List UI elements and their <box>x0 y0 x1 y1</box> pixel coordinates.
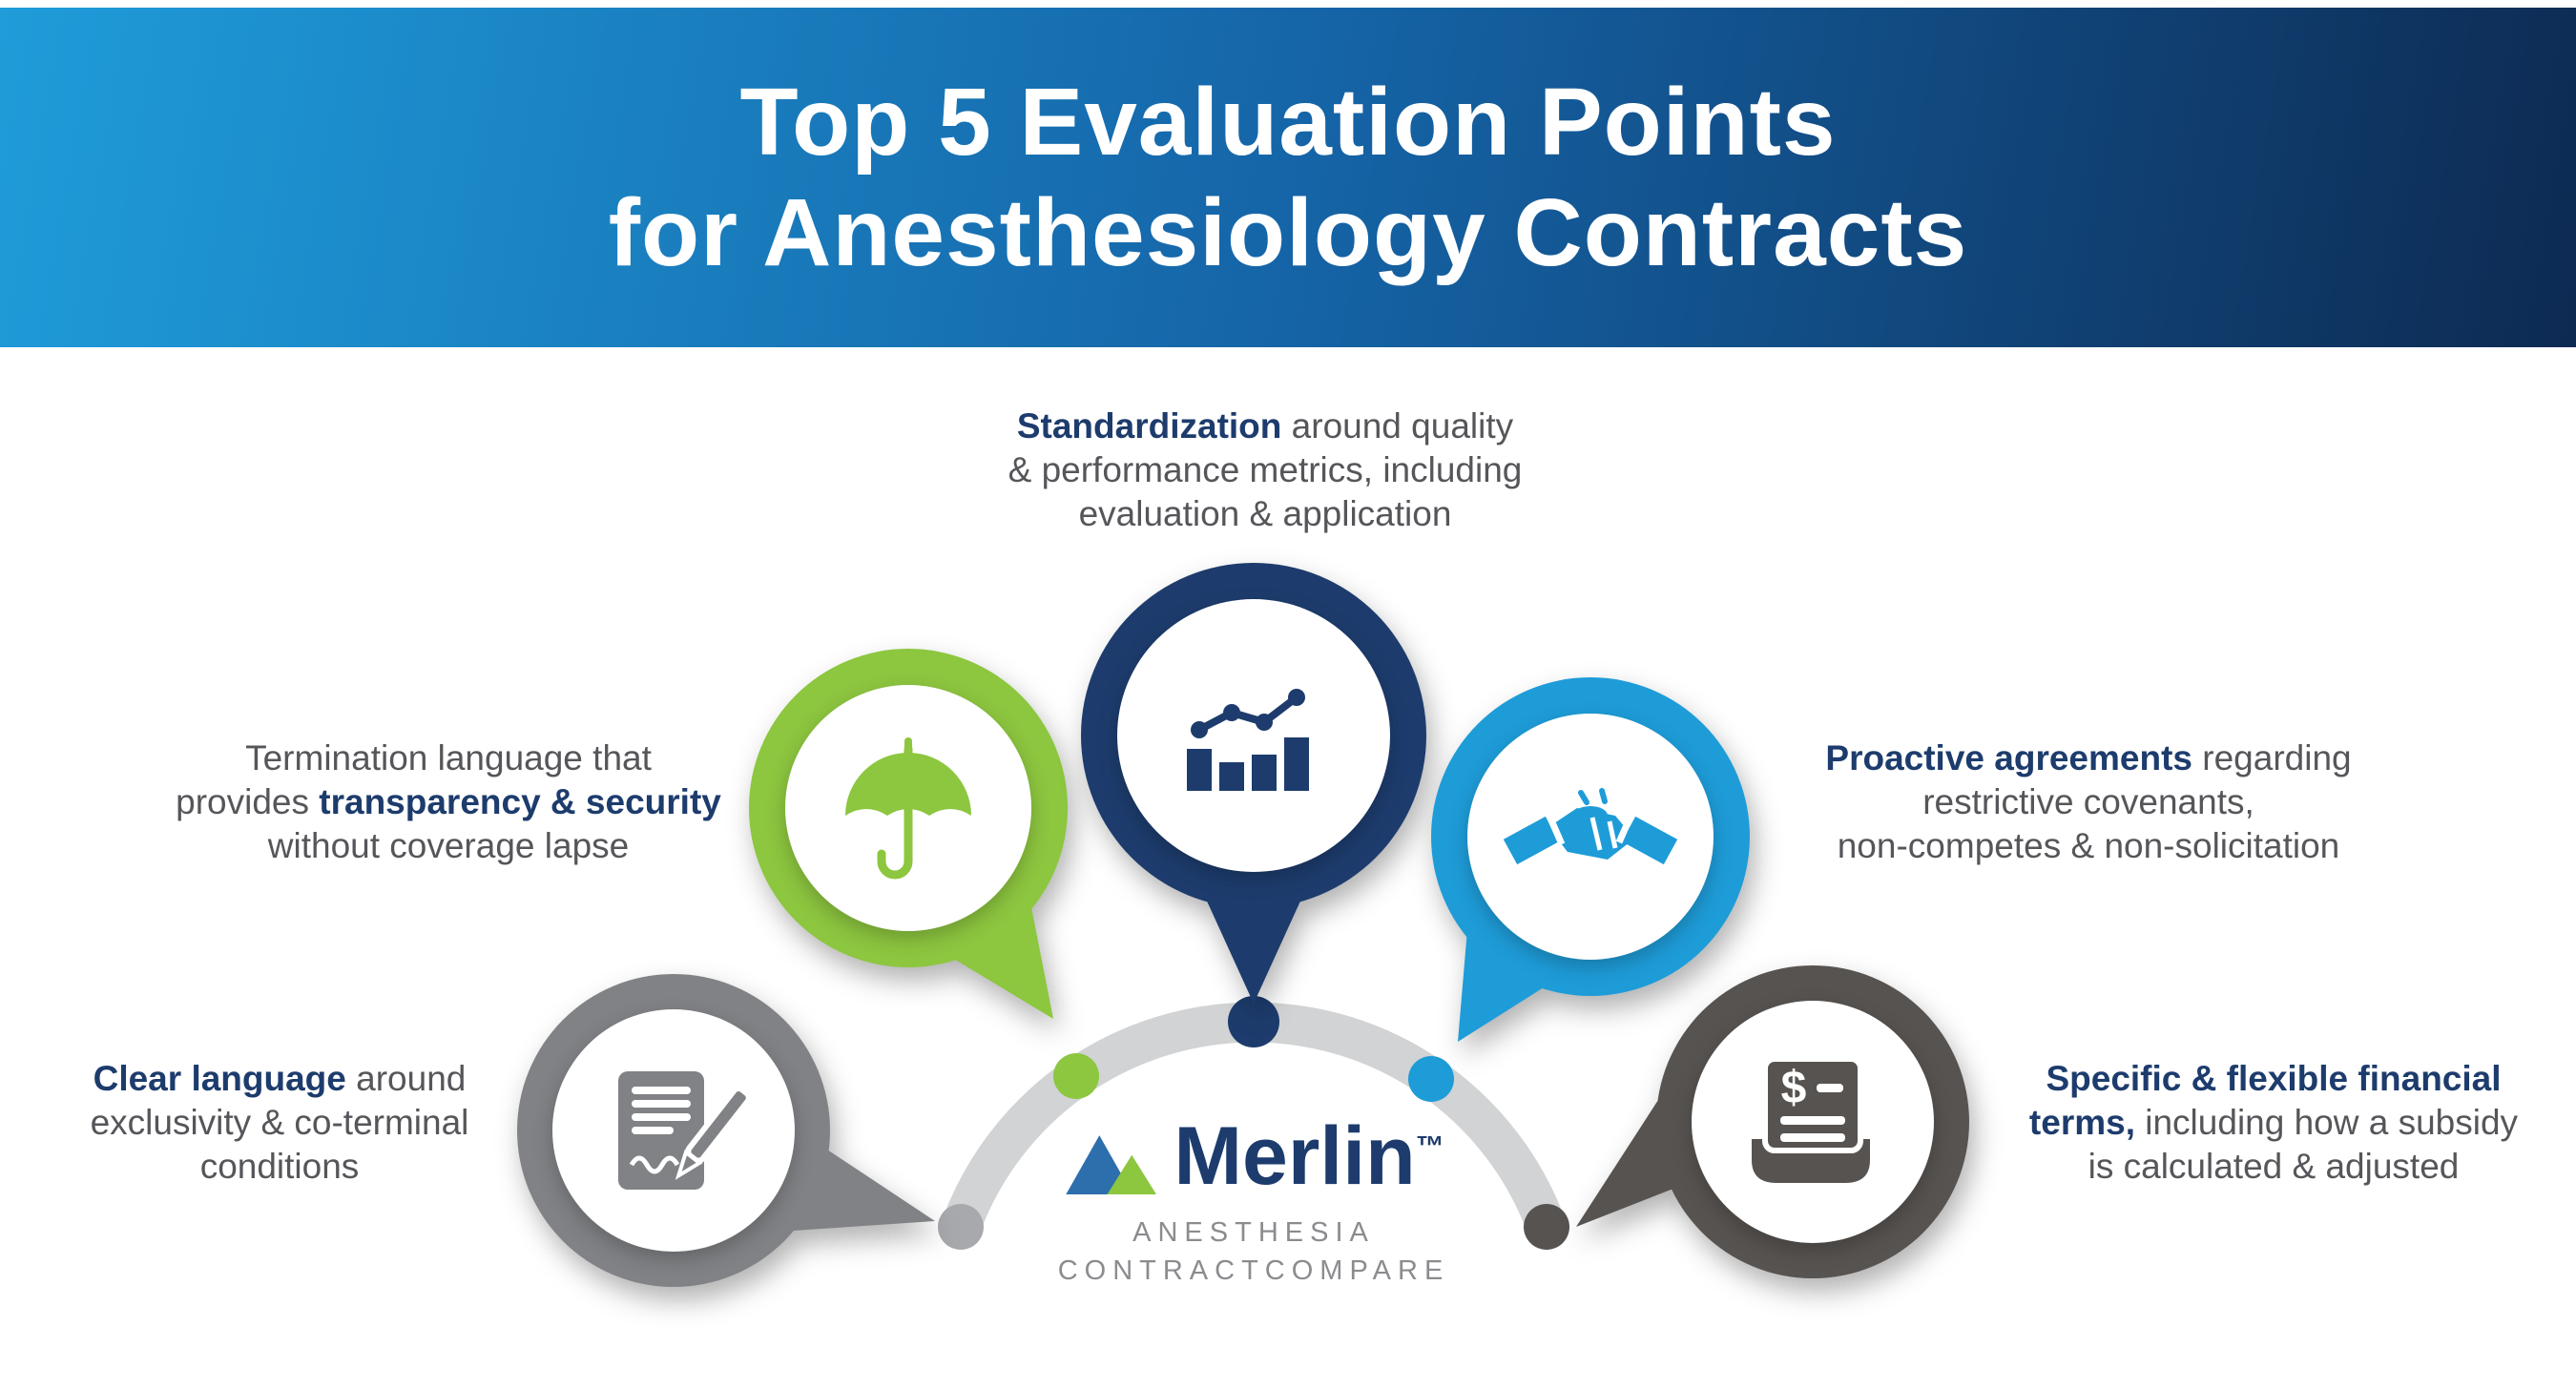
umbrella-icon <box>845 737 971 880</box>
bubble-tail <box>1458 929 1551 1042</box>
bubble-financial: $ <box>1576 965 1969 1278</box>
caption-standardization: Standardization around quality & perform… <box>903 404 1628 536</box>
header: Top 5 Evaluation Points for Anesthesiolo… <box>0 8 2576 347</box>
bubble-tail <box>1576 1065 1683 1227</box>
caption-bold: Standardization <box>1016 406 1282 446</box>
arc-dot-navy <box>1228 996 1279 1047</box>
caption-text: without coverage lapse <box>267 826 630 865</box>
caption-bold: Specific & flexible financial terms, <box>2028 1059 2502 1142</box>
arc-dot-green <box>1053 1053 1099 1099</box>
brand-text: Merlin <box>1174 1110 1416 1202</box>
caption-proactive: Proactive agreements regarding restricti… <box>1783 736 2394 868</box>
bubble-standardization <box>1081 563 1426 1004</box>
invoice-dollar-icon: $ <box>1752 1056 1870 1183</box>
caption-bold: transparency & security <box>319 782 721 821</box>
dollar-glyph: $ <box>1781 1063 1807 1113</box>
bubble-tail <box>952 902 1053 1019</box>
handshake-icon <box>1503 788 1678 865</box>
arc-dot-dark <box>1524 1204 1569 1250</box>
page-title-line1: Top 5 Evaluation Points <box>739 69 1837 176</box>
page-title-line2: for Anesthesiology Contracts <box>608 179 1968 286</box>
caption-financial: Specific & flexible financial terms, inc… <box>1968 1057 2576 1189</box>
brand-name: Merlin™ <box>1174 1115 1444 1197</box>
contract-document-icon <box>618 1071 752 1190</box>
caption-text: around exclusivity & co-terminal conditi… <box>90 1059 469 1186</box>
merlin-logo: Merlin™ ANESTHESIA CONTRACTCOMPARE <box>1058 1115 1450 1290</box>
logo-subtitle-line2: CONTRACTCOMPARE <box>1057 1254 1450 1286</box>
bubble-inner <box>1117 599 1390 872</box>
performance-chart-icon <box>1187 689 1309 791</box>
logo-subtitle-line1: ANESTHESIA <box>1132 1216 1375 1248</box>
bubble-termination <box>749 649 1068 1019</box>
caption-text: Termination language that provides <box>176 738 652 821</box>
logo-subtitle: ANESTHESIA CONTRACTCOMPARE <box>1058 1213 1450 1290</box>
caption-termination: Termination language that provides trans… <box>162 736 735 868</box>
caption-bold: Proactive agreements <box>1825 738 2192 777</box>
bubble-tail <box>1195 874 1313 1004</box>
trademark: ™ <box>1415 1130 1444 1163</box>
bubble-clear-language <box>517 974 935 1287</box>
timeline-arc-group <box>938 996 1569 1250</box>
caption-clear-language: Clear language around exclusivity & co-t… <box>22 1057 537 1189</box>
caption-text: around quality & performance metrics, in… <box>1008 406 1523 533</box>
caption-bold: Clear language <box>93 1059 346 1098</box>
bubble-proactive <box>1431 677 1750 1042</box>
arc-dot-gray <box>938 1204 984 1250</box>
caption-text: including how a subsidy is calculated & … <box>2088 1103 2519 1186</box>
caption-text: regarding restrictive covenants, non-com… <box>1837 738 2352 865</box>
logo-mountains-icon <box>1065 1134 1156 1194</box>
arc-dot-blue <box>1408 1056 1454 1102</box>
